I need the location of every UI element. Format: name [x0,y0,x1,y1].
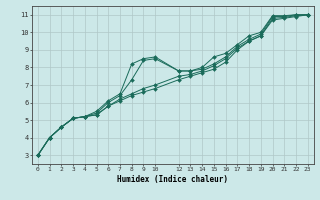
X-axis label: Humidex (Indice chaleur): Humidex (Indice chaleur) [117,175,228,184]
